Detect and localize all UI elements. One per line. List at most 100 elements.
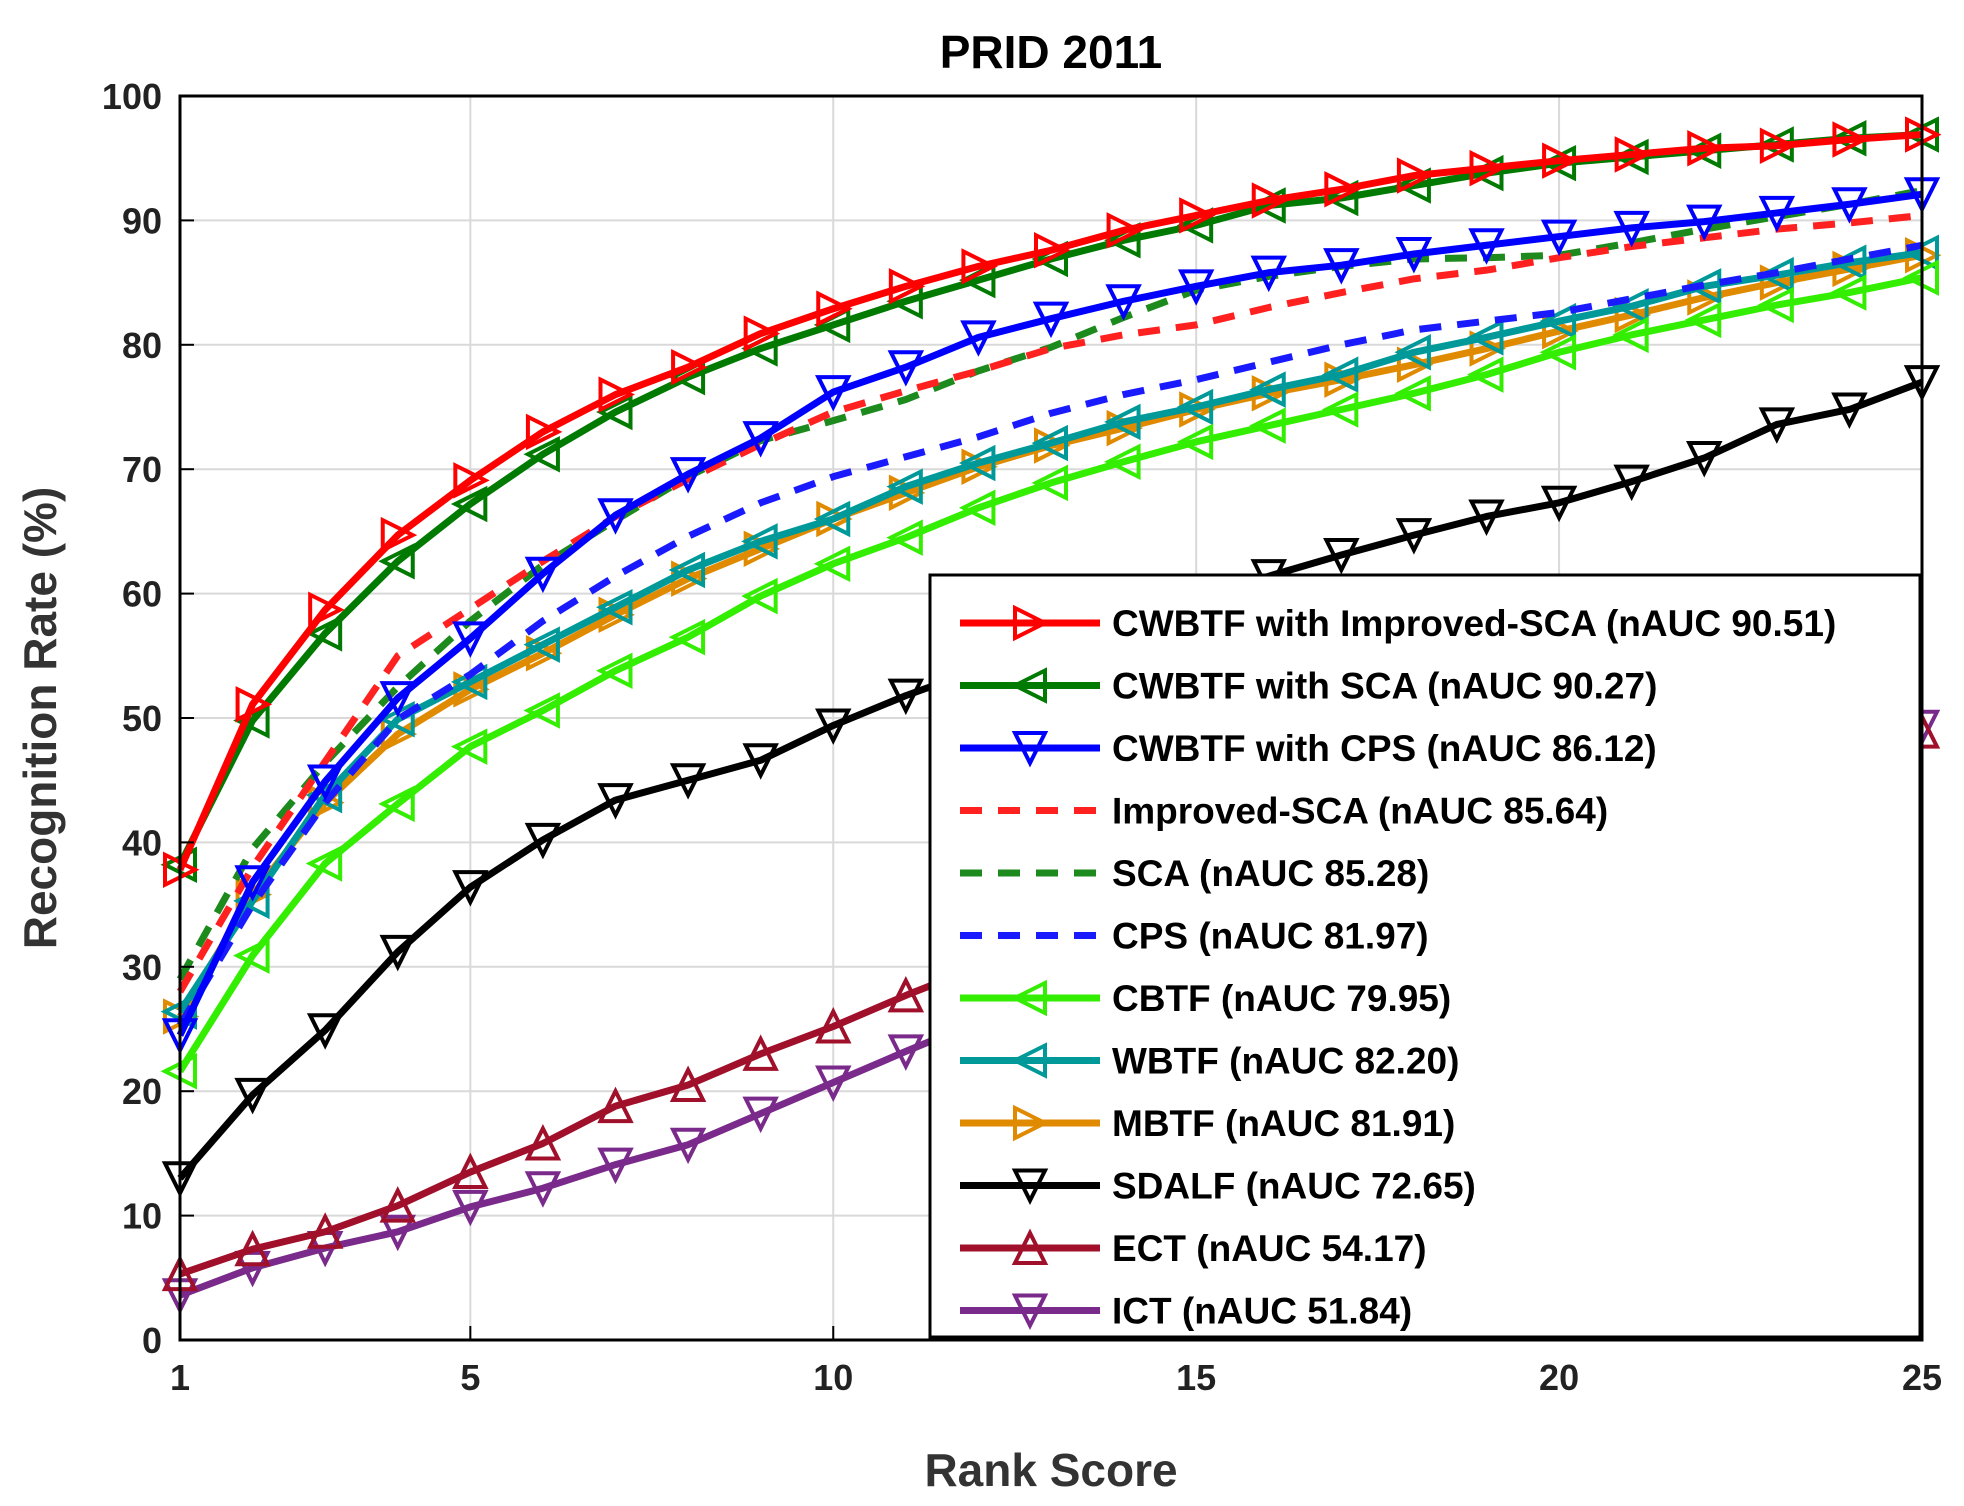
data-point: [450, 728, 488, 765]
data-point: [1321, 391, 1359, 428]
data-point: [887, 678, 925, 716]
data-point: [523, 436, 560, 473]
legend-label: CWBTF with SCA (nAUC 90.27): [1112, 666, 1657, 707]
data-point: [1032, 301, 1070, 339]
legend-marker: [1010, 667, 1047, 704]
data-point: [305, 776, 343, 814]
data-point: [1758, 195, 1796, 233]
data-point: [452, 621, 489, 658]
data-point: [886, 519, 923, 556]
data-point: [1031, 464, 1068, 502]
series-line: [177, 241, 1923, 1028]
series-4: [176, 187, 1923, 981]
data-point: [886, 468, 923, 505]
legend-item: Improved-SCA (nAUC 85.64): [960, 791, 1608, 832]
data-point: [1106, 212, 1144, 249]
data-point: [234, 1229, 271, 1267]
legend-label: CWBTF with Improved-SCA (nAUC 90.51): [1112, 603, 1836, 644]
data-point: [524, 1123, 562, 1161]
data-point: [1684, 268, 1722, 305]
legend-label: ICT (nAUC 51.84): [1112, 1291, 1412, 1332]
x-axis-label: Rank Score: [924, 1444, 1177, 1496]
data-point: [1031, 424, 1068, 462]
y-tick-label: 90: [122, 200, 162, 241]
data-point: [741, 523, 778, 560]
data-point: [1686, 441, 1723, 478]
data-point: [1324, 171, 1361, 208]
legend-label: ECT (nAUC 54.17): [1112, 1228, 1427, 1269]
data-point: [234, 865, 271, 902]
data-point: [379, 681, 416, 718]
data-point: [1104, 443, 1141, 480]
data-point: [742, 743, 779, 780]
legend-marker: [1011, 1228, 1049, 1265]
data-point: [523, 626, 560, 663]
data-point: [1614, 136, 1652, 173]
legend: CWBTF with Improved-SCA (nAUC 90.51) CWBT…: [928, 573, 1922, 1339]
data-point: [1394, 334, 1431, 371]
data-point: [1468, 499, 1505, 536]
data-point: [453, 462, 490, 499]
data-point: [668, 618, 706, 656]
y-tick-label: 50: [122, 698, 162, 739]
data-point: [1395, 518, 1433, 555]
x-tick-label: 15: [1176, 1357, 1216, 1398]
data-point: [1539, 302, 1577, 340]
data-point: [523, 692, 560, 729]
data-point: [1613, 464, 1650, 502]
y-tick-label: 70: [122, 449, 162, 490]
data-point: [1249, 407, 1286, 444]
legend-item: WBTF (nAUC 82.20): [960, 1041, 1459, 1082]
data-point: [669, 763, 707, 800]
data-point: [597, 1086, 634, 1124]
data-point: [524, 1171, 562, 1208]
data-point: [306, 1013, 344, 1050]
data-point: [669, 1127, 707, 1165]
data-point: [1829, 274, 1867, 311]
x-tick-label: 5: [460, 1357, 480, 1398]
data-point: [741, 577, 778, 615]
data-point: [961, 248, 998, 285]
legend-label: WBTF (nAUC 82.20): [1112, 1041, 1459, 1082]
data-point: [1757, 256, 1794, 294]
data-point: [815, 1065, 852, 1102]
data-point: [815, 375, 852, 412]
data-point: [1757, 286, 1794, 324]
data-point: [596, 589, 633, 626]
data-point: [1176, 388, 1214, 426]
legend-marker: [1011, 1168, 1049, 1205]
series-2: [161, 177, 1941, 1055]
data-point: [1831, 187, 1868, 224]
data-point: [305, 615, 343, 652]
data-point: [452, 1152, 489, 1190]
data-point: [452, 870, 489, 907]
legend-label: CWBTF with CPS (nAUC 86.12): [1112, 728, 1657, 769]
y-tick-label: 80: [122, 325, 162, 366]
legend-item: ICT (nAUC 51.84): [960, 1291, 1412, 1332]
data-point: [668, 551, 706, 589]
data-point: [815, 1007, 852, 1044]
data-point: [1469, 330, 1506, 367]
legend-item: CWBTF with Improved-SCA (nAUC 90.51): [960, 603, 1836, 644]
legend-item: ECT (nAUC 54.17): [960, 1228, 1427, 1269]
legend-marker: [1011, 1293, 1049, 1330]
x-tick-label: 10: [813, 1357, 853, 1398]
y-tick-label: 40: [122, 822, 162, 863]
data-point: [1177, 269, 1215, 306]
data-point: [1176, 423, 1214, 461]
data-point: [379, 1214, 416, 1252]
data-point: [1249, 371, 1286, 408]
y-tick-label: 0: [142, 1320, 162, 1361]
data-point: [1468, 228, 1505, 265]
data-point: [887, 1034, 925, 1071]
legend-item: CWBTF with CPS (nAUC 86.12): [960, 728, 1657, 769]
y-tick-label: 30: [122, 947, 162, 988]
legend-label: CPS (nAUC 81.97): [1112, 916, 1429, 957]
data-point: [452, 1189, 489, 1227]
series-line: [176, 187, 1923, 981]
data-point: [233, 937, 270, 974]
legend-item: SCA (nAUC 85.28): [960, 853, 1429, 894]
data-point: [1540, 219, 1578, 257]
x-tick-label: 1: [170, 1357, 190, 1398]
